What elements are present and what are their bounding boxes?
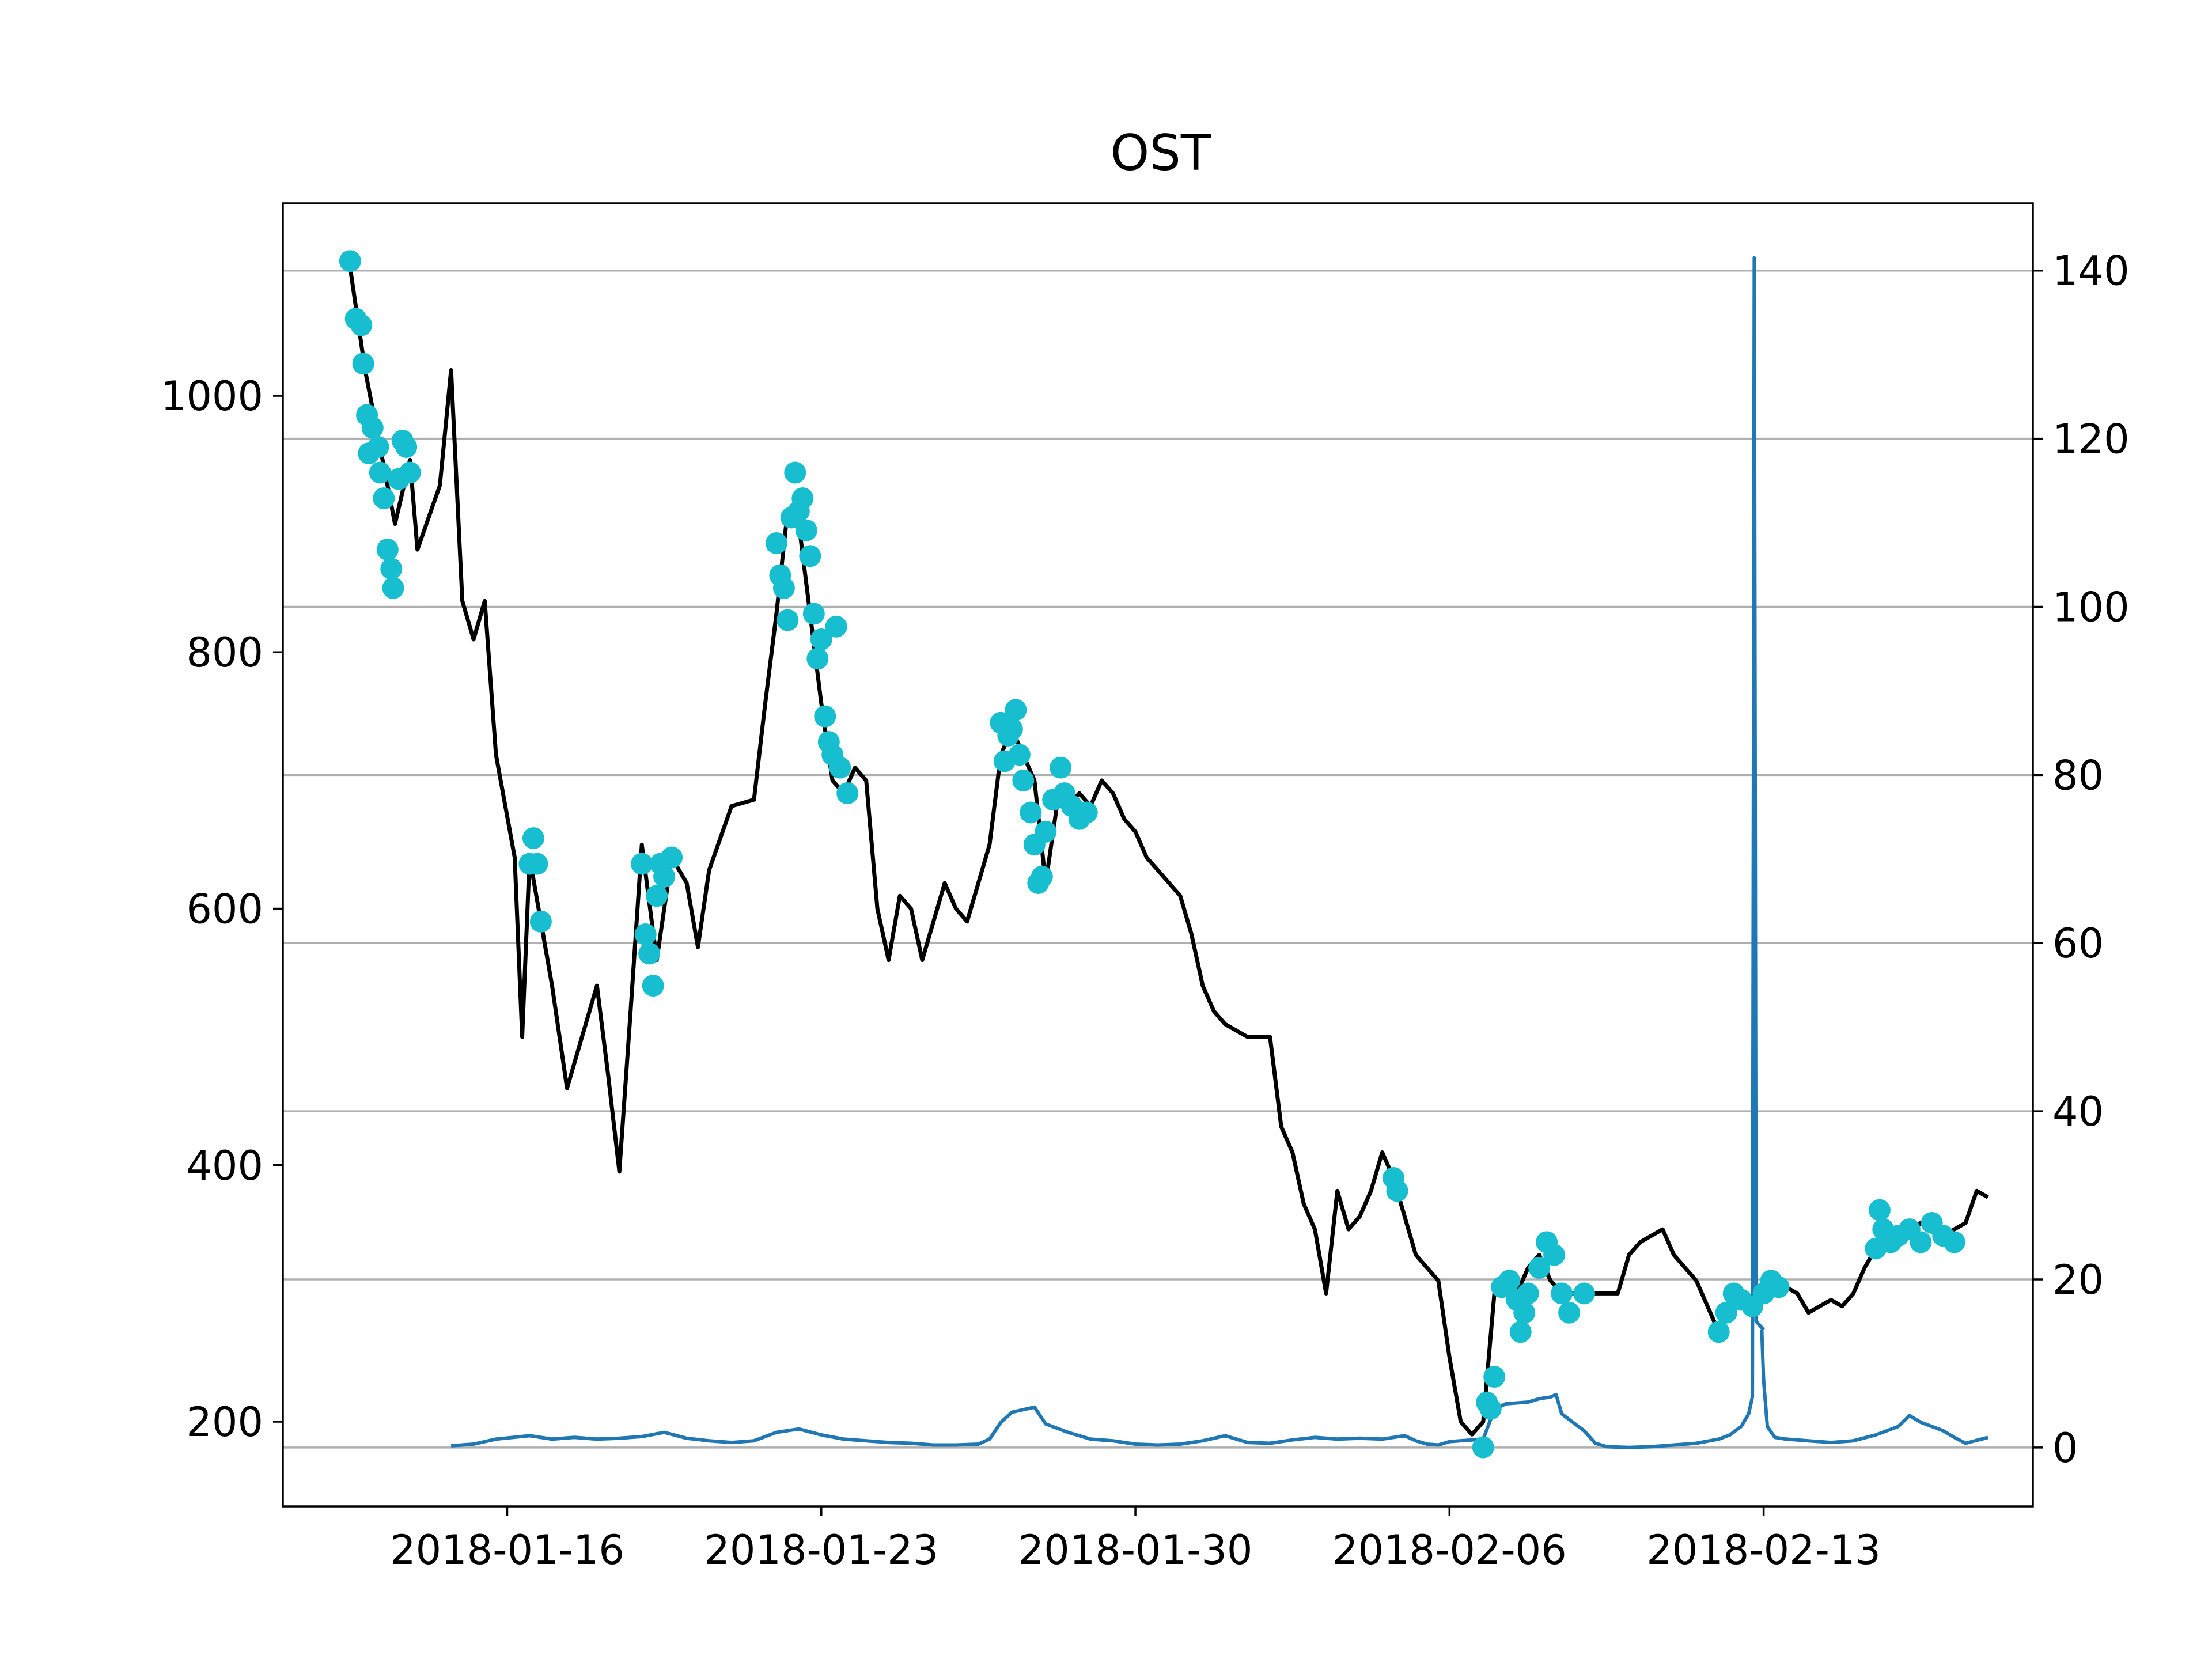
marker-point: [825, 615, 847, 638]
y-right-tick-label: 0: [2052, 1425, 2078, 1472]
marker-point: [661, 846, 683, 869]
marker-point: [376, 539, 399, 561]
marker-point: [1517, 1282, 1539, 1305]
marker-point: [1012, 769, 1035, 791]
marker-point: [369, 461, 391, 484]
marker-point: [1483, 1366, 1506, 1388]
marker-point: [1008, 744, 1031, 766]
x-tick-label: 2018-02-13: [1646, 1527, 1881, 1574]
y-axis-left: 200 400 600 800 1000: [161, 373, 283, 1446]
marker-point: [791, 487, 814, 510]
marker-point: [836, 782, 859, 805]
marker-point: [765, 532, 787, 554]
y-right-tick-label: 140: [2052, 248, 2130, 295]
marker-point: [1715, 1301, 1737, 1324]
marker-point: [1035, 820, 1057, 843]
x-tick-label: 2018-01-16: [390, 1527, 624, 1574]
y-right-tick-label: 100: [2052, 584, 2130, 631]
marker-point: [1528, 1256, 1551, 1279]
marker-point: [1031, 865, 1053, 888]
y-axis-right: 0 20 40 60 80 100 120 140: [2033, 248, 2130, 1472]
marker-point: [1543, 1244, 1566, 1266]
marker-point: [1472, 1436, 1494, 1459]
y-left-tick-label: 800: [186, 629, 263, 676]
marker-point: [802, 603, 825, 625]
marker-point: [395, 436, 418, 458]
marker-point: [1558, 1301, 1581, 1324]
marker-point: [361, 416, 384, 439]
marker-point: [1075, 801, 1098, 824]
marker-point: [1573, 1282, 1595, 1305]
y-right-tick-label: 40: [2052, 1088, 2104, 1135]
y-left-tick-label: 1000: [161, 373, 263, 420]
marker-point: [1386, 1180, 1408, 1202]
marker-point: [373, 487, 395, 510]
marker-point: [1707, 1321, 1730, 1343]
marker-point: [1513, 1301, 1536, 1324]
marker-point: [772, 577, 795, 599]
marker-point: [1005, 699, 1027, 721]
marker-point: [1509, 1321, 1532, 1343]
y-right-tick-label: 20: [2052, 1256, 2104, 1304]
plot-frame: [282, 202, 2034, 1508]
volume-line-3: [1760, 1330, 1988, 1445]
marker-point: [777, 609, 799, 631]
y-right-tick-label: 60: [2052, 920, 2104, 967]
marker-point: [810, 628, 832, 650]
marker-point: [642, 975, 664, 997]
y-left-tick-label: 400: [186, 1142, 263, 1190]
grid-lines: [283, 269, 2033, 1449]
marker-point: [646, 885, 668, 907]
marker-point: [1050, 756, 1072, 779]
marker-point: [799, 545, 821, 567]
marker-point: [814, 705, 836, 728]
marker-point: [1767, 1276, 1790, 1298]
marker-point: [1479, 1397, 1502, 1420]
marker-point: [526, 853, 548, 875]
y-right-tick-label: 80: [2052, 752, 2104, 799]
marker-point: [1498, 1270, 1521, 1292]
marker-point: [1943, 1231, 1965, 1253]
marker-point: [784, 461, 806, 484]
marker-point: [1868, 1199, 1891, 1221]
marker-point: [367, 436, 389, 458]
marker-point: [1910, 1231, 1932, 1253]
x-tick-label: 2018-01-30: [1018, 1527, 1253, 1574]
y-left-tick-label: 600: [186, 886, 263, 933]
marker-point: [1020, 801, 1042, 824]
chart-title: OST: [1111, 124, 1211, 182]
marker-point: [380, 558, 403, 580]
plot-area: [283, 203, 2033, 1506]
marker-point: [806, 647, 829, 670]
marker-point: [1001, 718, 1023, 740]
y-right-tick-label: 120: [2052, 416, 2130, 463]
x-tick-label: 2018-01-23: [704, 1527, 938, 1574]
marker-point: [653, 865, 676, 888]
marker-point: [529, 910, 552, 933]
marker-point: [339, 250, 361, 272]
x-axis: 2018-01-16 2018-01-23 2018-01-30 2018-02-06…: [390, 1506, 1881, 1574]
marker-series: [339, 250, 1965, 1459]
x-tick-label: 2018-02-06: [1332, 1527, 1567, 1574]
marker-point: [352, 353, 374, 375]
marker-point: [638, 942, 661, 965]
marker-point: [399, 461, 421, 484]
marker-point: [829, 756, 851, 779]
marker-point: [350, 314, 373, 336]
marker-point: [1551, 1282, 1573, 1305]
marker-point: [382, 577, 404, 599]
y-left-tick-label: 200: [186, 1399, 263, 1446]
marker-point: [522, 827, 544, 850]
volume-line-2: [450, 256, 1765, 1449]
marker-point: [634, 923, 657, 945]
marker-point: [631, 853, 653, 875]
volume-series: [450, 256, 1988, 1449]
marker-point: [795, 519, 817, 541]
